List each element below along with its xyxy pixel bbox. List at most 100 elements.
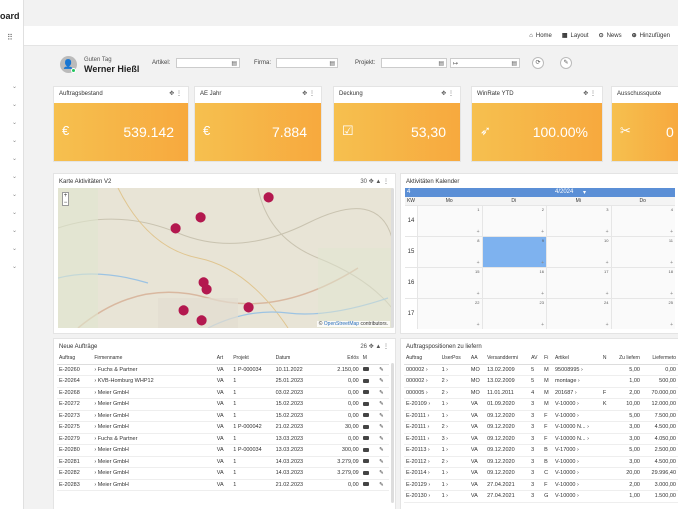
mail-cell[interactable] [360,421,378,434]
row-chevron-icon[interactable]: › [427,470,430,477]
table-row[interactable]: E-20111 › 3 › VA 09.12.2020 3 F V-10000 N... ›… [404,433,678,445]
map-marker-icon[interactable]: ⬤ [243,302,255,313]
order-id[interactable]: E-20264 [57,375,93,388]
row-chevron-icon[interactable]: › [94,458,97,465]
edit-cell[interactable]: ✎ [377,467,389,480]
table-row[interactable]: E-20111 › 1 › VA 09.12.2020 3 F V-10000 › 5,00 7… [404,410,678,422]
sidebar-chevron-icon[interactable]: ⌄ [12,264,18,270]
table-row[interactable]: E-20260 › Fuchs & Partner VA 1 P-000034 10.1… [57,364,389,376]
panel-controls[interactable]: 30 ✥ ▲ ⋮ [360,179,389,185]
list-icon[interactable]: ▤ [231,61,237,67]
mail-cell[interactable] [360,479,378,491]
row-chevron-icon[interactable]: › [94,470,97,477]
calendar-day-cell[interactable]: 16 + [481,268,546,298]
row-chevron-icon[interactable]: › [574,389,577,396]
table-row[interactable]: E-20129 › 1 › VA 27.04.2021 3 F V-10000 › 2,00 3… [404,479,678,491]
kpi-controls[interactable]: ✥ ⋮ [302,91,315,97]
map-view[interactable]: + − ⬤ ⬤ ⬤ ⬤ ⬤ ⬤ ⬤ ⬤ © OpenStreetMap contr… [58,188,392,328]
calendar-day-cell[interactable]: 18 + [610,268,675,298]
table-row[interactable]: 000005 › 2 › MO 11.01.2011 4 M 201687 › F 2,00 70… [404,387,678,399]
calendar-day-cell[interactable]: 8 + [417,237,482,267]
row-chevron-icon[interactable]: › [446,378,449,385]
row-chevron-icon[interactable]: › [446,447,449,454]
table-row[interactable]: E-20281 › Meier GmbH VA 1 14.03.2023 3.279,0… [57,456,389,468]
positions-column-header[interactable]: Fi [542,353,553,365]
layout-link[interactable]: ▦ Layout [562,32,589,40]
row-chevron-icon[interactable]: › [428,401,431,408]
mail-icon[interactable] [362,401,369,406]
row-chevron-icon[interactable]: › [446,435,449,442]
positions-column-header[interactable]: Zu liefern [610,353,642,365]
row-chevron-icon[interactable]: › [577,401,579,408]
positions-column-header[interactable]: AV [529,353,543,365]
table-row[interactable]: E-20109 › 1 › VA 01.09.2020 3 M V-10000 › K 10,0… [404,398,678,411]
sidebar-chevron-icon[interactable]: ⌄ [12,210,18,216]
row-chevron-icon[interactable]: › [427,435,430,442]
row-chevron-icon[interactable]: › [581,366,583,373]
pencil-icon[interactable]: ✎ [379,401,384,408]
calendar-day-cell[interactable]: 3 + [546,206,611,236]
calendar-day-cell[interactable]: 10 + [546,237,611,267]
row-chevron-icon[interactable]: › [425,389,428,396]
positions-column-header[interactable]: UserPos [439,353,469,365]
table-row[interactable]: E-20275 › Meier GmbH VA 1 P-000042 21.02.202… [57,421,389,434]
order-id[interactable]: E-20260 [57,364,93,376]
kpi-controls[interactable]: ✥ ⋮ [583,91,596,97]
calendar-day-cell[interactable]: 23 + [481,299,546,329]
order-id[interactable]: E-20268 [57,387,93,399]
orders-column-header[interactable]: Projekt [231,353,274,365]
order-id[interactable]: E-20283 [57,479,93,491]
edit-cell[interactable]: ✎ [377,410,389,422]
orders-column-header[interactable]: M [360,353,378,365]
row-chevron-icon[interactable]: › [428,493,431,500]
mail-cell[interactable] [360,433,378,445]
positions-column-header[interactable]: Versanddermi [485,353,530,365]
mail-icon[interactable] [362,390,369,395]
order-id[interactable]: E-20280 [57,444,93,457]
calendar-header-bar[interactable]: 4 4/2024 ▾ [405,188,675,197]
row-chevron-icon[interactable]: › [425,366,428,373]
pencil-icon[interactable]: ✎ [379,435,384,442]
row-chevron-icon[interactable]: › [94,389,97,396]
order-id[interactable]: E-20275 [57,421,93,434]
order-id[interactable]: E-20279 [57,433,93,445]
edit-cell[interactable]: ✎ [377,398,389,411]
orders-column-header[interactable]: Auftrag [57,353,93,365]
positions-column-header[interactable]: Liefermeto [641,353,678,365]
positions-column-header[interactable]: Artikel [552,353,601,365]
row-chevron-icon[interactable]: › [587,424,589,431]
row-chevron-icon[interactable]: › [94,366,97,373]
row-chevron-icon[interactable]: › [427,412,430,419]
row-chevron-icon[interactable]: › [94,447,97,454]
mail-icon[interactable] [362,447,369,452]
sidebar-chevron-icon[interactable]: ⌄ [12,120,18,126]
mail-cell[interactable] [360,364,378,376]
osm-link[interactable]: OpenStreetMap [323,321,360,327]
project-id[interactable]: P-000042 [237,424,262,431]
refresh-button[interactable]: ⟳ [532,57,544,69]
calendar-month[interactable]: 4/2024 [555,189,574,195]
projekt-to-field[interactable]: ↦ ▤ [450,58,520,68]
calendar-day-cell[interactable]: 25 + [610,299,675,329]
row-chevron-icon[interactable]: › [427,424,430,431]
mail-icon[interactable] [362,378,369,383]
edit-cell[interactable]: ✎ [377,479,389,491]
pencil-icon[interactable]: ✎ [379,424,384,431]
mail-cell[interactable] [360,456,378,468]
row-chevron-icon[interactable]: › [94,435,97,442]
edit-cell[interactable]: ✎ [377,433,389,445]
row-chevron-icon[interactable]: › [577,470,579,477]
row-chevron-icon[interactable]: › [446,412,449,419]
mail-cell[interactable] [360,398,378,411]
positions-column-header[interactable]: AA [468,353,486,365]
add-event-icon[interactable]: + [605,229,609,235]
row-chevron-icon[interactable]: › [94,401,97,408]
news-link[interactable]: ⊙ News [599,32,622,40]
pencil-icon[interactable]: ✎ [379,470,384,477]
map-marker-icon[interactable]: ⬤ [178,305,190,316]
row-chevron-icon[interactable]: › [94,481,97,488]
add-event-icon[interactable]: + [476,260,480,266]
row-chevron-icon[interactable]: › [577,447,579,454]
pencil-icon[interactable]: ✎ [379,389,384,396]
orders-column-header[interactable]: Firmenname [92,353,215,365]
